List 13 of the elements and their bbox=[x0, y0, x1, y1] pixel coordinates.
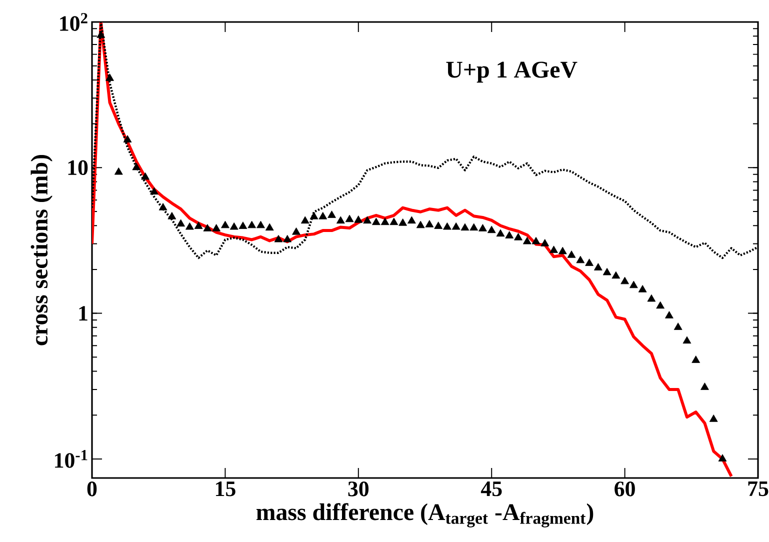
y-tick-label: 1 bbox=[79, 306, 88, 321]
x-tick-label: 60 bbox=[614, 482, 635, 496]
x-tick-label: 30 bbox=[348, 482, 369, 496]
x-tick-label: 45 bbox=[480, 482, 502, 496]
y-axis-title: cross sections (mb) bbox=[30, 155, 52, 346]
text: U+p 1 AGeV bbox=[446, 62, 578, 83]
x-axis-title: mass difference (A$_{target}$ -A$_{fragment}$) bbox=[256, 503, 594, 528]
x-tick-label: 75 bbox=[748, 482, 768, 496]
x-tick-label: 0 bbox=[87, 482, 97, 496]
y-tick-label: 10$^{-1}$ bbox=[55, 450, 88, 468]
x-tick-label: 15 bbox=[216, 482, 236, 496]
y-tick-label: 10 bbox=[68, 160, 88, 176]
y-tick-label: 10$^{2}$ bbox=[60, 13, 88, 31]
